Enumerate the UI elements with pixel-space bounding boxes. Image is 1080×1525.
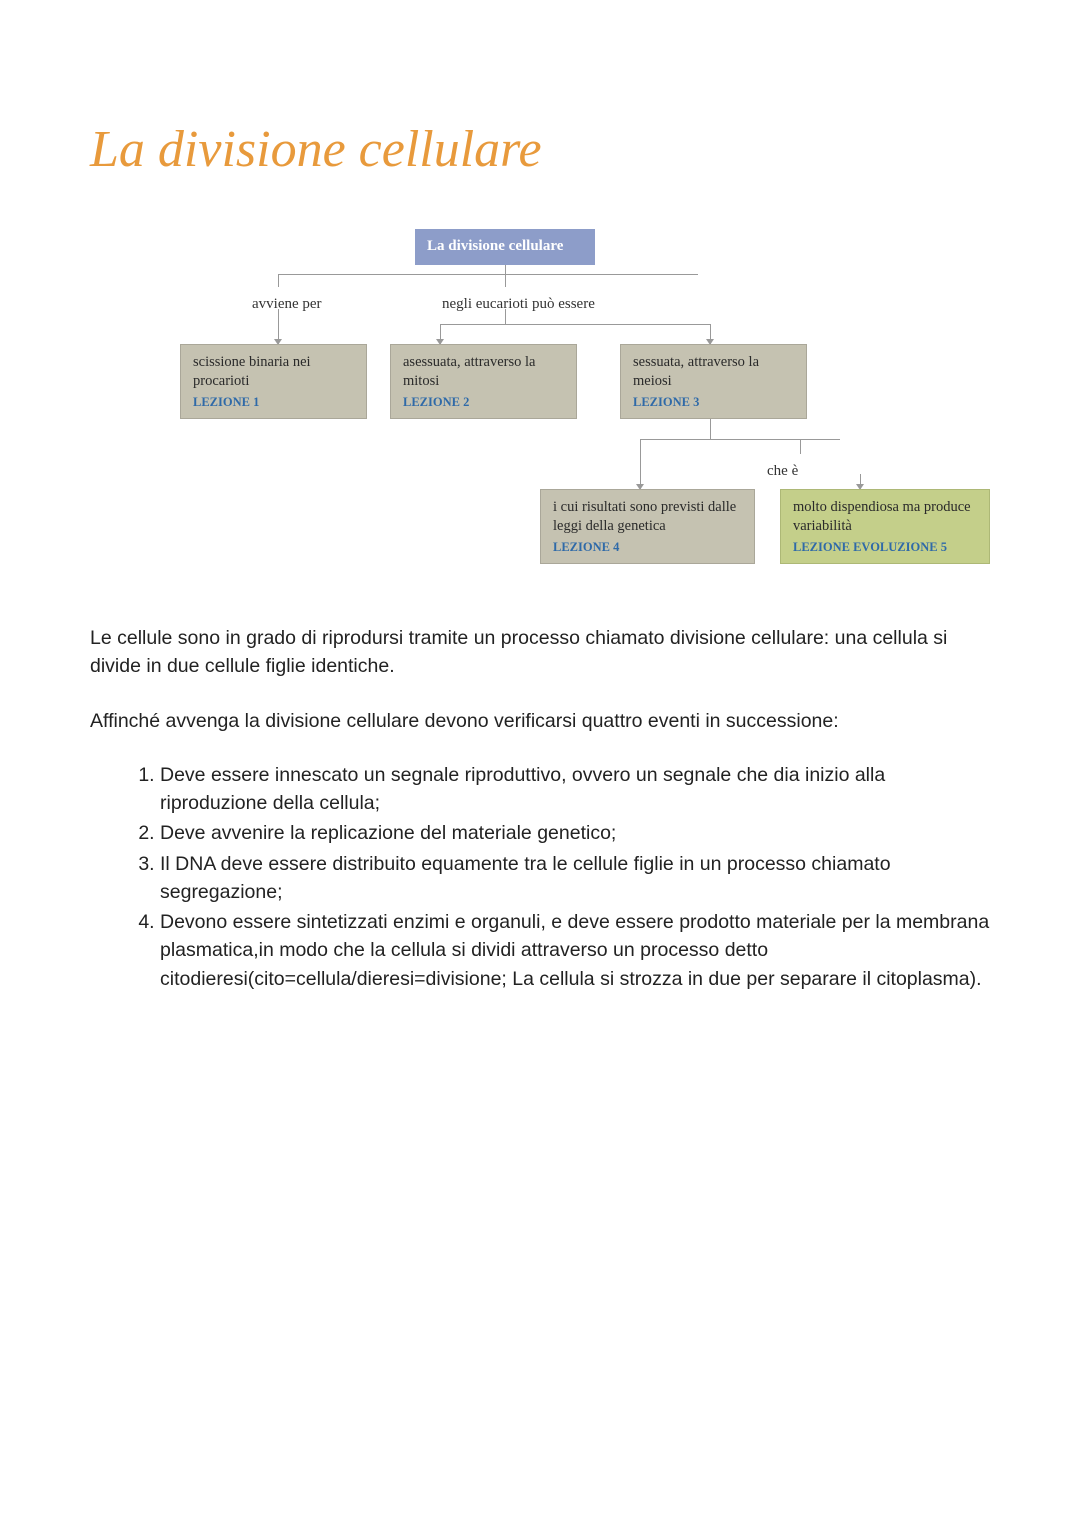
connector bbox=[710, 419, 711, 439]
diagram-label: avviene per bbox=[240, 287, 334, 323]
lesson-label: LEZIONE 3 bbox=[633, 394, 794, 410]
node-text: molto dispendiosa ma produce variabilità bbox=[793, 499, 971, 534]
node-text: scissione binaria nei procarioti bbox=[193, 354, 311, 389]
connector bbox=[640, 439, 641, 489]
connector bbox=[800, 439, 801, 454]
connector bbox=[505, 274, 506, 287]
diagram-root-node: La divisione cellulare bbox=[415, 229, 595, 265]
connector bbox=[278, 274, 279, 287]
list-item: Il DNA deve essere distribuito equamente… bbox=[160, 850, 990, 907]
connector bbox=[640, 439, 840, 440]
lesson-label: LEZIONE EVOLUZIONE 5 bbox=[793, 539, 977, 555]
connector bbox=[440, 324, 710, 325]
lesson-label: LEZIONE 4 bbox=[553, 539, 742, 555]
diagram-node-lezione-4: i cui risultati sono previsti dalle legg… bbox=[540, 489, 755, 564]
diagram-node-lezione-2: asessuata, attraverso la mitosi LEZIONE … bbox=[390, 344, 577, 419]
list-item: Deve essere innescato un segnale riprodu… bbox=[160, 761, 990, 818]
diagram-node-lezione-1: scissione binaria nei procarioti LEZIONE… bbox=[180, 344, 367, 419]
node-text: asessuata, attraverso la mitosi bbox=[403, 354, 535, 389]
list-item: Deve avvenire la replicazione del materi… bbox=[160, 819, 990, 847]
lesson-label: LEZIONE 2 bbox=[403, 394, 564, 410]
diagram-node-lezione-3: sessuata, attraverso la meiosi LEZIONE 3 bbox=[620, 344, 807, 419]
diagram-node-lezione-5: molto dispendiosa ma produce variabilità… bbox=[780, 489, 990, 564]
list-item: Devono essere sintetizzati enzimi e orga… bbox=[160, 908, 990, 993]
node-text: sessuata, attraverso la meiosi bbox=[633, 354, 759, 389]
intro-paragraph-2: Affinché avvenga la divisione cellulare … bbox=[90, 707, 990, 735]
connector bbox=[278, 274, 698, 275]
page-title: La divisione cellulare bbox=[90, 120, 990, 179]
concept-diagram: La divisione cellulare avviene per negli… bbox=[140, 229, 940, 579]
events-list: Deve essere innescato un segnale riprodu… bbox=[90, 761, 990, 993]
diagram-label: negli eucarioti può essere bbox=[430, 287, 607, 323]
lesson-label: LEZIONE 1 bbox=[193, 394, 354, 410]
node-text: i cui risultati sono previsti dalle legg… bbox=[553, 499, 736, 534]
intro-paragraph-1: Le cellule sono in grado di riprodursi t… bbox=[90, 624, 990, 681]
diagram-label: che è bbox=[755, 454, 810, 490]
